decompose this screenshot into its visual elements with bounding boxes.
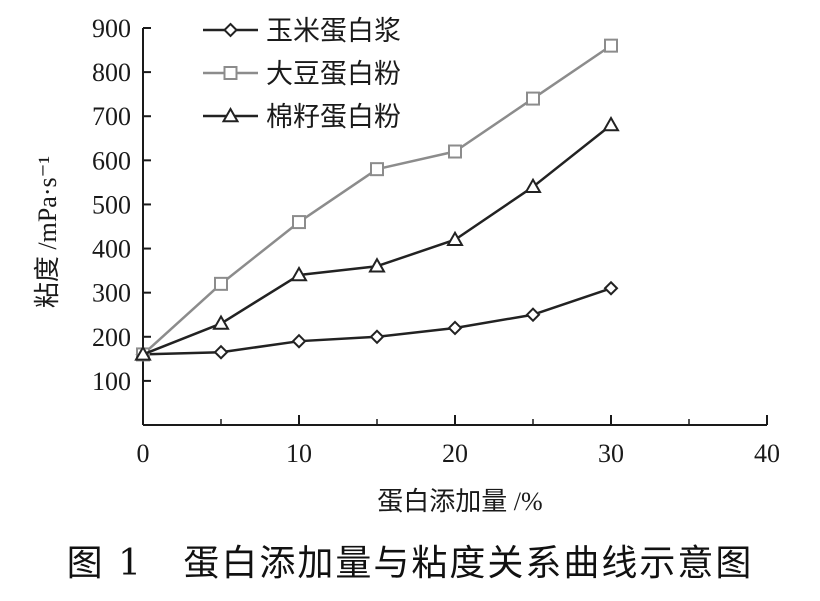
data-point-cottonseed-protein bbox=[446, 230, 464, 246]
data-point-corn-protein bbox=[603, 280, 619, 296]
x-tick-label: 40 bbox=[754, 439, 780, 468]
data-point-corn-protein bbox=[525, 307, 541, 323]
legend-label: 大豆蛋白粉 bbox=[266, 59, 401, 89]
x-tick-label: 20 bbox=[442, 439, 468, 468]
data-point-cottonseed-protein bbox=[134, 345, 152, 361]
y-tick-label: 900 bbox=[92, 14, 131, 43]
x-tick-label: 30 bbox=[598, 439, 624, 468]
data-point-soy-protein bbox=[526, 91, 540, 106]
ticks: 100 200 300 400 500 600 700 800 900 0 10 20 30 40 bbox=[92, 14, 780, 468]
axes bbox=[142, 28, 767, 426]
y-tick-label: 500 bbox=[92, 190, 131, 219]
series-line-soy-protein bbox=[142, 44, 612, 356]
y-tick-label: 200 bbox=[92, 323, 131, 352]
data-point-corn-protein bbox=[291, 333, 307, 349]
series-line-corn-protein bbox=[142, 287, 612, 356]
legend-marker bbox=[221, 106, 240, 123]
legend-item-corn-protein: 玉米蛋白浆 bbox=[203, 16, 401, 46]
viscosity-chart: 100 200 300 400 500 600 700 800 900 0 10 20 30 40 玉米蛋… bbox=[33, 14, 780, 516]
y-tick-label: 400 bbox=[92, 235, 131, 264]
data-point-soy-protein bbox=[214, 276, 228, 291]
y-tick-label: 100 bbox=[92, 367, 131, 396]
x-tick-label: 10 bbox=[286, 439, 312, 468]
y-tick-label: 300 bbox=[92, 279, 131, 308]
x-axis-label: 蛋白添加量 /% bbox=[377, 487, 542, 516]
series-layer bbox=[134, 38, 620, 362]
series-cottonseed-protein bbox=[134, 116, 620, 361]
x-tick-label: 0 bbox=[137, 439, 150, 468]
y-tick-label: 700 bbox=[92, 102, 131, 131]
y-tick-label: 800 bbox=[92, 58, 131, 87]
legend-marker bbox=[223, 22, 238, 38]
y-tick-label: 600 bbox=[92, 146, 131, 175]
figure-caption: 图 1 蛋白添加量与粘度关系曲线示意图 bbox=[66, 543, 754, 584]
data-point-corn-protein bbox=[369, 329, 385, 345]
data-point-cottonseed-protein bbox=[212, 314, 230, 330]
data-point-cottonseed-protein bbox=[290, 266, 308, 282]
legend-label: 棉籽蛋白粉 bbox=[266, 102, 401, 132]
data-point-soy-protein bbox=[448, 144, 462, 159]
y-axis-label: 粘度 /mPa·s⁻¹ bbox=[33, 156, 62, 308]
data-point-cottonseed-protein bbox=[602, 116, 620, 132]
legend-item-soy-protein: 大豆蛋白粉 bbox=[203, 59, 401, 89]
legend-marker bbox=[223, 66, 238, 80]
data-point-cottonseed-protein bbox=[524, 177, 542, 194]
data-point-soy-protein bbox=[604, 38, 618, 53]
legend-label: 玉米蛋白浆 bbox=[266, 16, 401, 46]
data-point-soy-protein bbox=[292, 215, 306, 230]
data-point-cottonseed-protein bbox=[368, 257, 386, 273]
series-line-cottonseed-protein bbox=[142, 124, 612, 356]
legend-item-cottonseed-protein: 棉籽蛋白粉 bbox=[203, 102, 401, 132]
data-point-corn-protein bbox=[213, 344, 229, 360]
data-point-soy-protein bbox=[370, 162, 384, 177]
data-point-corn-protein bbox=[447, 320, 463, 336]
